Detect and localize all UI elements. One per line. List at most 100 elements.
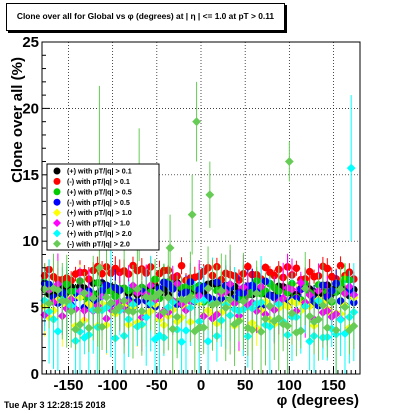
data-point: [274, 313, 284, 323]
x-tick-label: -150: [53, 377, 83, 394]
data-point: [187, 210, 197, 220]
legend-box: [46, 163, 160, 251]
data-point: [300, 284, 310, 293]
data-point: [137, 306, 147, 316]
data-point: [212, 298, 222, 308]
data-point: [292, 264, 301, 273]
data-point: [287, 308, 297, 318]
data-point: [305, 336, 315, 346]
data-point: [159, 307, 169, 317]
data-point: [155, 288, 164, 298]
data-point: [199, 296, 209, 305]
data-point: [177, 261, 186, 270]
data-point: [340, 329, 350, 338]
data-point: [327, 296, 337, 305]
y-tick-label: 20: [22, 100, 39, 117]
data-point: [225, 295, 235, 304]
data-point: [239, 296, 248, 306]
data-point: [252, 289, 262, 298]
data-point: [186, 292, 195, 302]
data-point: [208, 300, 217, 310]
data-point: [296, 326, 306, 336]
data-point: [141, 312, 151, 322]
legend-marker: [53, 239, 61, 248]
data-point: [261, 263, 270, 272]
data-point: [98, 269, 106, 278]
x-tick-label: 100: [277, 377, 302, 394]
legend-label: (-) with pT/|q| > 1.0: [67, 219, 130, 228]
data-point: [165, 243, 175, 253]
data-point: [110, 306, 120, 316]
data-point: [44, 299, 54, 308]
data-point: [284, 157, 294, 166]
legend-label: (+) with pT/|q| > 2.0: [67, 229, 132, 238]
x-tick-label: -100: [98, 377, 128, 394]
chart-title: Clone over all for Global vs φ (degrees)…: [16, 11, 275, 21]
legend-marker: [53, 177, 61, 185]
data-point: [244, 262, 252, 271]
legend-marker: [53, 188, 61, 196]
legend: (+) with pT/|q| > 0.1(-) with pT/|q| > 0…: [46, 163, 160, 251]
data-point: [322, 323, 332, 333]
data-point: [75, 320, 85, 329]
data-point: [80, 288, 89, 298]
data-point: [336, 261, 345, 270]
x-tick-label: 50: [237, 377, 254, 394]
y-tick-label: 0: [31, 366, 39, 383]
data-point: [323, 264, 332, 273]
data-point: [53, 327, 63, 336]
y-tick-label: 10: [22, 233, 39, 250]
data-point: [305, 267, 314, 276]
data-point: [66, 306, 76, 316]
data-point: [340, 302, 350, 312]
data-point: [53, 285, 63, 295]
data-point: [230, 319, 239, 329]
timestamp-footer: Tue Apr 3 12:28:15 2018: [4, 400, 106, 410]
data-point: [216, 286, 226, 296]
data-point: [261, 314, 270, 324]
data-point: [192, 117, 201, 127]
data-point: [80, 333, 89, 343]
points-layer: [40, 81, 359, 374]
y-axis-title: Clone over all (%): [9, 57, 26, 183]
legend-marker: [53, 167, 61, 175]
data-point: [177, 337, 186, 347]
data-point: [203, 336, 213, 346]
y-tick-label: 5: [31, 300, 39, 317]
legend-marker: [53, 198, 61, 206]
data-point: [199, 323, 209, 332]
data-point: [119, 296, 129, 306]
data-point: [336, 284, 345, 294]
data-point: [346, 163, 356, 173]
data-point: [84, 323, 94, 333]
data-point: [234, 316, 244, 326]
y-tick-label: 25: [22, 34, 39, 51]
data-point: [256, 327, 266, 337]
legend-label: (-) with pT/|q| > 0.5: [67, 198, 130, 207]
data-point: [95, 263, 104, 273]
x-tick-label: 0: [197, 377, 205, 394]
legend-label: (+) with pT/|q| > 1.0: [67, 208, 132, 217]
x-tick-label: 150: [321, 377, 346, 394]
data-point: [270, 271, 279, 280]
y-tick-label: 15: [22, 167, 39, 184]
data-point: [305, 311, 315, 321]
data-point: [168, 324, 178, 334]
data-point: [314, 315, 323, 324]
legend-marker: [53, 208, 61, 217]
legend-label: (+) with pT/|q| > 0.5: [67, 187, 132, 196]
legend-marker: [53, 219, 61, 227]
data-point: [128, 307, 138, 317]
legend-label: (-) with pT/|q| > 2.0: [67, 239, 130, 248]
x-axis-title: φ (degrees): [277, 392, 359, 409]
data-point: [62, 296, 72, 306]
data-point: [102, 292, 111, 302]
legend-marker: [53, 229, 61, 238]
legend-label: (-) with pT/|q| > 0.1: [67, 177, 130, 186]
data-point: [203, 283, 213, 293]
data-point: [265, 301, 275, 311]
data-point: [247, 325, 257, 335]
data-point: [194, 323, 204, 333]
data-point: [331, 325, 341, 335]
legend-label: (+) with pT/|q| > 0.1: [67, 167, 132, 176]
